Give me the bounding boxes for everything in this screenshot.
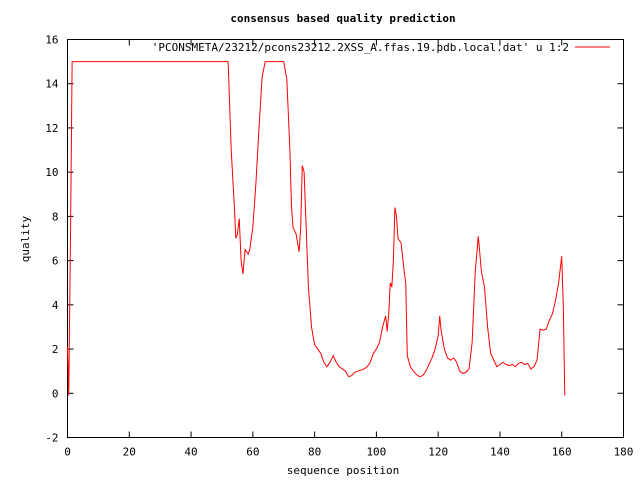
y-tick-label: 16 [45, 34, 58, 47]
y-tick-label: 0 [52, 387, 59, 400]
y-axis: -2 0 2 4 6 8 10 12 14 16 [45, 34, 624, 445]
y-tick-label: 14 [45, 78, 59, 91]
x-tick-label: 0 [64, 446, 71, 459]
x-axis-label: sequence position [287, 464, 400, 477]
y-tick-label: 10 [45, 166, 58, 179]
series-line-0 [67, 61, 566, 396]
x-tick-label: 180 [614, 446, 634, 459]
x-tick-label: 20 [123, 446, 136, 459]
x-tick-label: 100 [366, 446, 386, 459]
y-tick-label: 6 [52, 255, 59, 268]
plot-frame [67, 39, 624, 438]
y-tick-label: -2 [45, 432, 58, 445]
x-tick-label: 80 [308, 446, 321, 459]
y-axis-label: quality [19, 215, 32, 262]
x-tick-label: 160 [552, 446, 572, 459]
legend: 'PCONSMETA/23212/pcons23212.2XSS_A.ffas.… [152, 41, 610, 54]
x-tick-label: 140 [490, 446, 510, 459]
legend-label: 'PCONSMETA/23212/pcons23212.2XSS_A.ffas.… [152, 41, 569, 54]
y-tick-label: 8 [52, 210, 59, 223]
series-layer [67, 61, 566, 396]
x-tick-label: 60 [246, 446, 259, 459]
chart-title: consensus based quality prediction [230, 12, 455, 25]
y-tick-label: 2 [52, 343, 59, 356]
y-tick-label: 12 [45, 122, 58, 135]
y-tick-label: 4 [52, 299, 59, 312]
x-tick-label: 120 [428, 446, 448, 459]
x-tick-label: 40 [184, 446, 197, 459]
x-axis: 0 20 40 60 80 100 120 140 160 180 [64, 39, 634, 459]
